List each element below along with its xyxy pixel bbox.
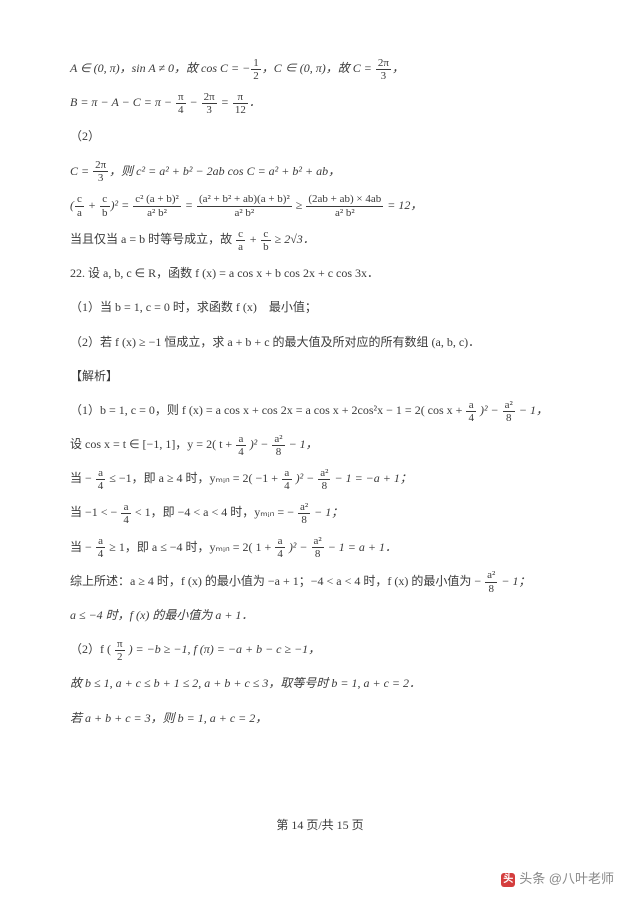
text-line: 若 a + b + c = 3，则 b = 1, a + c = 2，	[70, 703, 580, 734]
watermark: 头头条 @八叶老师	[501, 868, 614, 887]
text-line: （2）若 f (x) ≥ −1 恒成立，求 a + b + c 的最大值及所对应…	[70, 327, 580, 358]
math-line: (ca + cb)² = c² (a + b)²a² b² = (a² + b²…	[70, 190, 580, 221]
math-line: 当 − a4 ≥ 1，即 a ≤ −4 时，yₘᵢₙ = 2( 1 + a4 )…	[70, 532, 580, 563]
text-line: （2）	[70, 121, 580, 152]
math-line: 当且仅当 a = b 时等号成立，故 ca + cb ≥ 2√3．	[70, 224, 580, 255]
math-line: 综上所述：a ≥ 4 时，f (x) 的最小值为 −a + 1；−4 < a <…	[70, 566, 580, 597]
watermark-text: 头条 @八叶老师	[519, 871, 614, 886]
text-line: a ≤ −4 时，f (x) 的最小值为 a + 1．	[70, 600, 580, 631]
math-line: （1）b = 1, c = 0，则 f (x) = a cos x + cos …	[70, 395, 580, 426]
text-line: 故 b ≤ 1, a + c ≤ b + 1 ≤ 2, a + b + c ≤ …	[70, 668, 580, 699]
math-line: 当 − a4 ≤ −1，即 a ≥ 4 时，yₘᵢₙ = 2( −1 + a4 …	[70, 463, 580, 494]
math-line: 当 −1 < − a4 < 1，即 −4 < a < 4 时，yₘᵢₙ = − …	[70, 497, 580, 528]
toutiao-icon: 头	[501, 873, 515, 887]
math-line: 设 cos x = t ∈ [−1, 1]，y = 2( t + a4 )² −…	[70, 429, 580, 460]
page-content: A ∈ (0, π)，sin A ≠ 0，故 cos C = −12，C ∈ (…	[0, 0, 640, 767]
math-line: C = 2π3，则 c² = a² + b² − 2ab cos C = a² …	[70, 156, 580, 187]
text-line: （1）当 b = 1, c = 0 时，求函数 f (x) 最小值；	[70, 292, 580, 323]
text-line: 【解析】	[70, 361, 580, 392]
math-line: A ∈ (0, π)，sin A ≠ 0，故 cos C = −12，C ∈ (…	[70, 53, 580, 84]
math-line: B = π − A − C = π − π4 − 2π3 = π12．	[70, 87, 580, 118]
text-line: 22. 设 a, b, c ∈ R，函数 f (x) = a cos x + b…	[70, 258, 580, 289]
page-footer: 第 14 页/共 15 页	[0, 816, 640, 833]
math-line: （2）f ( π2 ) = −b ≥ −1, f (π) = −a + b − …	[70, 634, 580, 665]
